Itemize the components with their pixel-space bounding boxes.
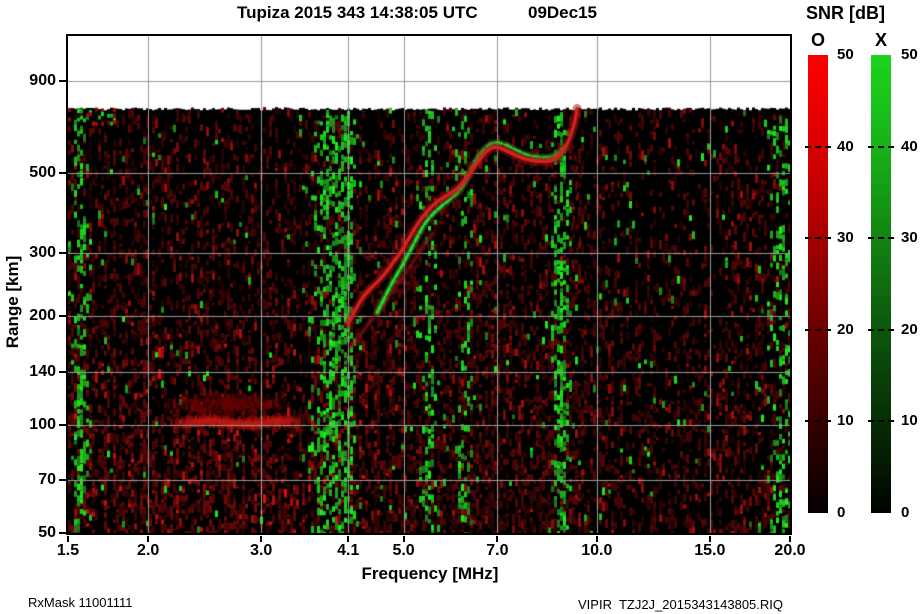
x-tick-mark bbox=[789, 536, 791, 542]
x-tick-mark bbox=[347, 536, 350, 542]
x-tick-mark bbox=[147, 536, 150, 542]
x-tick-label: 20.0 bbox=[774, 542, 806, 559]
x-colorbar-tick-dash bbox=[868, 420, 894, 423]
x-colorbar-tick-dash bbox=[868, 145, 894, 148]
y-tick-mark bbox=[59, 532, 66, 534]
x-tick-label: 4.1 bbox=[337, 542, 360, 559]
x-tick-label: 2.0 bbox=[137, 542, 160, 559]
y-tick-mark bbox=[59, 370, 66, 373]
x-colorbar-tick-dash bbox=[868, 328, 894, 331]
ionogram-canvas[interactable] bbox=[68, 36, 790, 533]
x-mode-label: X bbox=[874, 30, 887, 50]
y-tick-mark bbox=[59, 251, 66, 254]
x-colorbar-tick-label: 30 bbox=[901, 229, 918, 247]
o-mode-label: O bbox=[810, 30, 825, 50]
x-colorbar-tick-label: 40 bbox=[901, 137, 918, 155]
rxmask-status-text: RxMask 11001111 bbox=[28, 595, 133, 610]
x-colorbar-tick-label: 20 bbox=[901, 320, 918, 338]
o-colorbar-tick-label: 10 bbox=[837, 412, 854, 430]
x-tick-label: 10.0 bbox=[581, 542, 613, 559]
o-colorbar-tick-label: 30 bbox=[837, 229, 854, 247]
x-tick-mark bbox=[595, 536, 598, 542]
y-tick-label: 140 bbox=[29, 362, 56, 380]
x-tick-mark bbox=[402, 536, 405, 542]
data-filename-text: VIPIR TZJ2J_2015343143805.RIQ bbox=[578, 597, 783, 612]
x-colorbar-tick-label: 50 bbox=[901, 46, 918, 63]
x-tick-label: 15.0 bbox=[694, 542, 726, 559]
y-axis-label: Range [km] bbox=[3, 255, 22, 349]
o-colorbar-tick-label: 20 bbox=[837, 320, 854, 338]
o-mode-colorbar bbox=[808, 55, 828, 513]
o-colorbar-tick-label: 0 bbox=[837, 504, 846, 521]
y-tick-mark bbox=[59, 79, 66, 82]
y-tick-mark bbox=[59, 423, 66, 426]
o-colorbar-tick-label: 50 bbox=[837, 46, 854, 63]
x-tick-label: 5.0 bbox=[392, 542, 415, 559]
x-mode-colorbar bbox=[871, 55, 891, 513]
y-tick-label: 200 bbox=[29, 307, 56, 325]
x-colorbar-tick-label: 10 bbox=[901, 412, 918, 430]
y-tick-label: 50 bbox=[38, 524, 56, 541]
o-colorbar-tick-label: 40 bbox=[837, 137, 854, 155]
y-tick-label: 500 bbox=[29, 163, 56, 181]
x-tick-label: 1.5 bbox=[56, 542, 80, 559]
x-tick-mark bbox=[708, 536, 711, 542]
x-tick-mark bbox=[67, 536, 69, 542]
plot-frame bbox=[66, 34, 792, 535]
page-title-date: 09Dec15 bbox=[528, 3, 598, 22]
y-tick-label: 100 bbox=[29, 415, 56, 433]
y-tick-label: 900 bbox=[29, 71, 56, 89]
x-axis-label: Frequency [MHz] bbox=[361, 564, 499, 583]
x-tick-label: 3.0 bbox=[250, 542, 273, 559]
x-colorbar-tick-label: 0 bbox=[901, 504, 910, 521]
y-tick-mark bbox=[59, 479, 66, 482]
x-tick-mark bbox=[496, 536, 499, 542]
y-tick-mark bbox=[59, 171, 66, 174]
page-title: Tupiza 2015 343 14:38:05 UTC bbox=[237, 3, 478, 22]
y-tick-mark bbox=[59, 315, 66, 318]
x-colorbar-tick-dash bbox=[868, 237, 894, 240]
o-colorbar-tick-dash bbox=[805, 145, 831, 148]
colorbar-title: SNR [dB] bbox=[806, 3, 885, 23]
y-tick-label: 300 bbox=[29, 243, 56, 261]
y-tick-label: 70 bbox=[38, 471, 56, 489]
x-tick-mark bbox=[260, 536, 263, 542]
o-colorbar-tick-dash bbox=[805, 328, 831, 331]
x-tick-label: 7.0 bbox=[486, 542, 509, 559]
o-colorbar-tick-dash bbox=[805, 420, 831, 423]
o-colorbar-tick-dash bbox=[805, 237, 831, 240]
